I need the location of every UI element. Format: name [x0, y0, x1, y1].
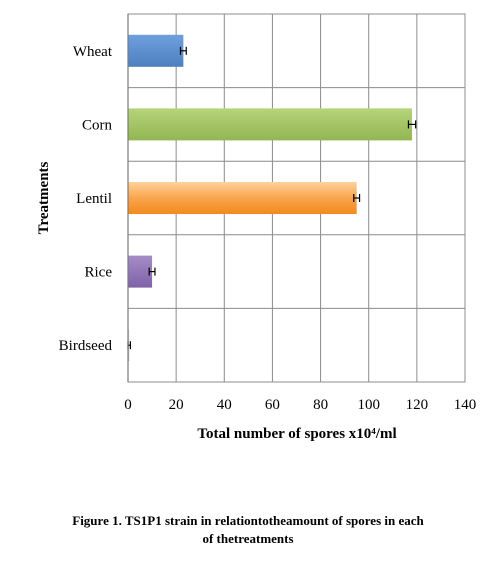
bar-rice — [128, 255, 153, 288]
bar-corn — [128, 108, 413, 141]
figure-caption-line-1: Figure 1. TS1P1 strain in relationtothea… — [72, 513, 424, 528]
labels: Wheat Corn Lentil Rice Birdseed 0 20 40 60 80 100 1… — [36, 44, 476, 442]
y-axis-title: Treatments — [36, 161, 52, 234]
error-bar-rice — [148, 267, 156, 276]
error-bar-corn — [407, 120, 417, 129]
plot-frame — [127, 13, 466, 383]
category-label-birdseed: Birdseed — [59, 338, 113, 354]
bar-lentil — [128, 182, 357, 214]
category-label-rice: Rice — [85, 265, 113, 281]
bar-chart: Wheat Corn Lentil Rice Birdseed 0 20 40 60 80 100 1… — [36, 13, 476, 442]
x-axis-title: Total number of spores x10⁴/ml — [197, 426, 396, 442]
x-tick-label-40: 40 — [217, 397, 232, 413]
x-tick-label-0: 0 — [124, 397, 132, 413]
bar-wheat — [128, 34, 184, 67]
bars — [127, 34, 417, 362]
category-label-wheat: Wheat — [73, 44, 113, 60]
x-tick-label-80: 80 — [313, 397, 328, 413]
error-bar-lentil — [353, 194, 361, 202]
x-tick-label-60: 60 — [265, 397, 280, 413]
error-bar-wheat — [179, 46, 187, 55]
category-label-lentil: Lentil — [76, 191, 112, 207]
x-tick-label-20: 20 — [169, 397, 184, 413]
figure-caption-line-2: of thetreatments — [202, 531, 294, 546]
x-tick-label-120: 120 — [406, 397, 429, 413]
x-tick-label-140: 140 — [454, 397, 477, 413]
category-label-corn: Corn — [82, 117, 113, 133]
x-tick-label-100: 100 — [357, 397, 380, 413]
